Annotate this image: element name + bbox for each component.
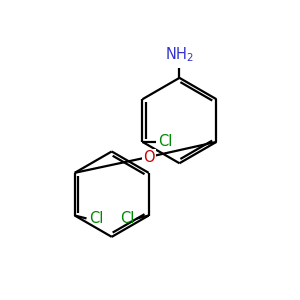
Text: NH$_2$: NH$_2$ <box>165 45 194 64</box>
Text: Cl: Cl <box>120 211 135 226</box>
Text: O: O <box>143 150 154 165</box>
Text: Cl: Cl <box>158 134 172 149</box>
Text: Cl: Cl <box>89 211 103 226</box>
